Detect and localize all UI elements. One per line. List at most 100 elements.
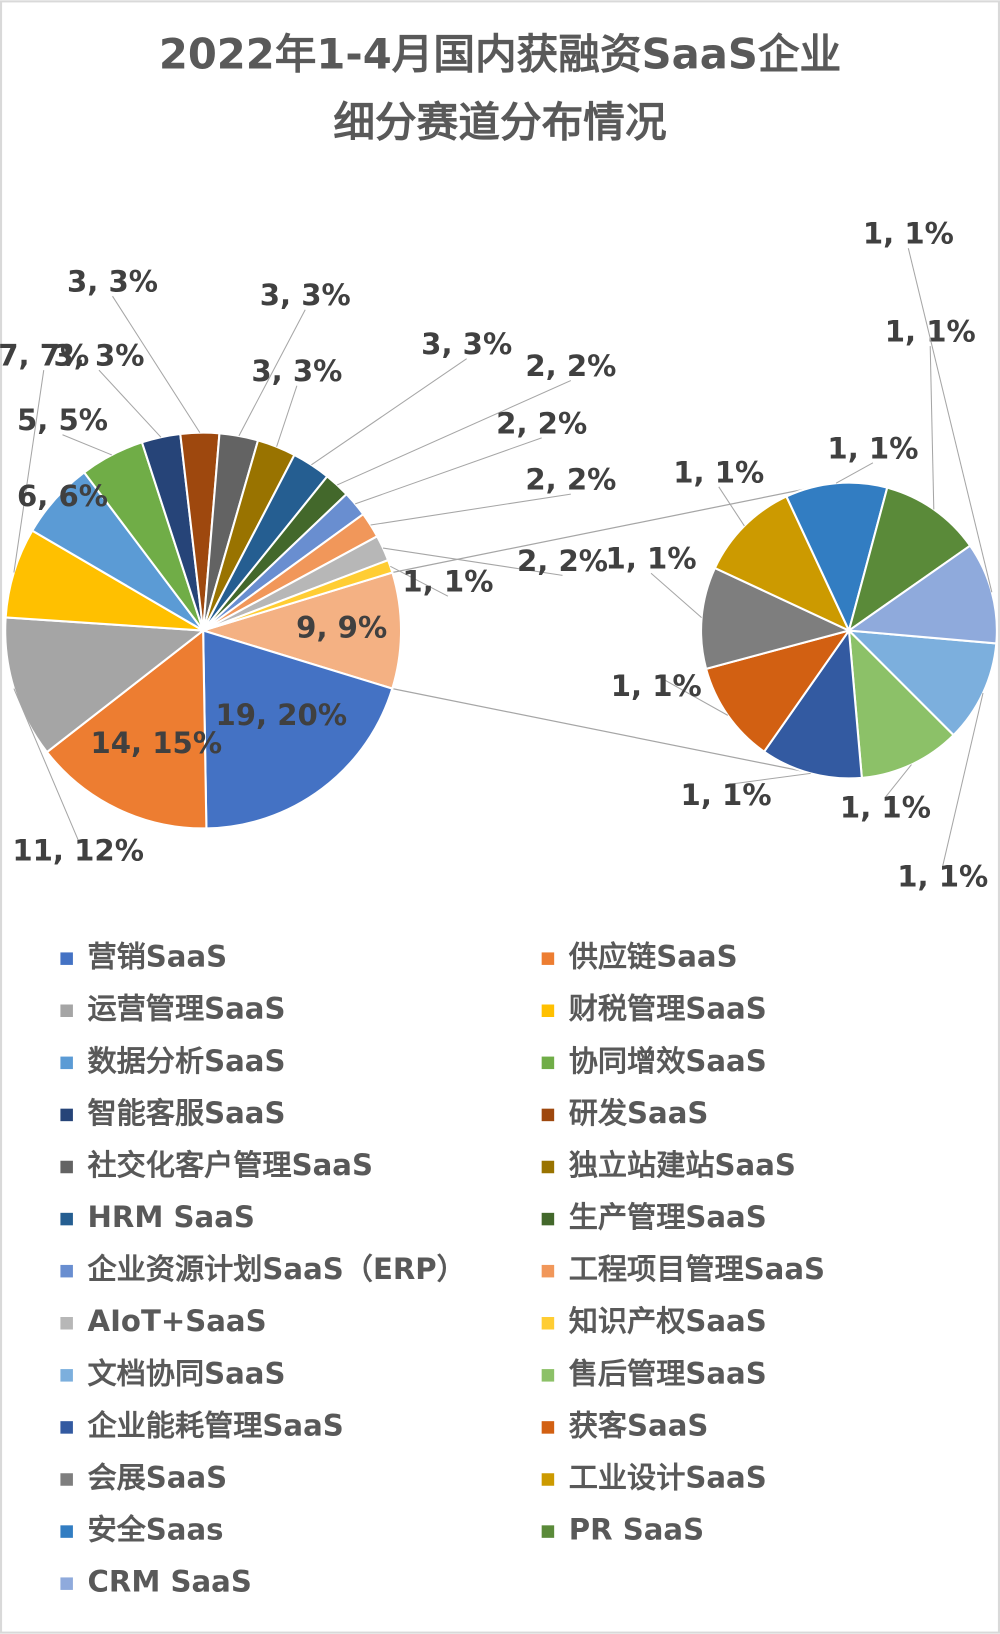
legend-marker <box>60 1004 73 1017</box>
data-label: 5, 5% <box>17 403 108 437</box>
legend-label: 供应链SaaS <box>568 940 738 974</box>
legend-marker <box>60 1525 73 1538</box>
leader-line <box>62 434 113 456</box>
pie-slice <box>202 558 394 632</box>
leader-line <box>311 358 467 466</box>
legend-marker <box>60 1160 73 1174</box>
data-label: 3, 3% <box>421 327 512 361</box>
data-label: 3, 3% <box>260 278 351 312</box>
legend-label: 运营管理SaaS <box>88 992 286 1026</box>
pie-slice <box>202 629 394 830</box>
pie-slice <box>45 628 208 830</box>
pie-slice <box>713 495 852 633</box>
legend-label: 工业设计SaaS <box>569 1461 767 1495</box>
leader-line <box>98 369 162 438</box>
data-label: 1, 1% <box>611 669 702 703</box>
legend-marker <box>541 1004 555 1017</box>
data-label: 6, 6% <box>17 479 108 513</box>
legend-label: 智能客服SaaS <box>88 1096 286 1130</box>
data-label: 1, 1% <box>863 217 954 251</box>
leader-line <box>718 486 745 527</box>
data-label: 2, 2% <box>496 406 587 440</box>
legend-label: 生产管理SaaS <box>569 1200 767 1234</box>
legend-marker <box>60 1317 73 1330</box>
legend-marker <box>60 1108 73 1122</box>
legend-label: 获客SaaS <box>569 1408 709 1442</box>
leader-line <box>929 346 935 510</box>
legend-label: PR SaaS <box>569 1513 704 1547</box>
legend-label: 会展SaaS <box>88 1461 228 1495</box>
data-label: 1, 1% <box>840 791 931 825</box>
data-label: 11, 12% <box>12 833 144 867</box>
leader-line <box>112 295 201 433</box>
legend-marker <box>60 1421 73 1434</box>
legend-marker <box>541 1108 555 1122</box>
data-label: 3, 3% <box>67 265 158 299</box>
legend-label: AIoT+SaaS <box>88 1304 267 1338</box>
data-label: 2, 2% <box>525 463 616 497</box>
leader-line <box>907 248 993 593</box>
legend-marker <box>60 1473 73 1486</box>
leader-line <box>885 764 912 798</box>
leader-line <box>238 309 306 437</box>
pie-slice <box>199 571 403 690</box>
data-label: 2, 2% <box>517 544 608 578</box>
legend-label: 研发SaaS <box>569 1096 709 1130</box>
connector-line <box>392 484 823 574</box>
data-label: 1, 1% <box>897 859 988 893</box>
data-label: 1, 1% <box>885 315 976 349</box>
data-label: 1, 1% <box>827 431 918 465</box>
legend-label: 独立站建站SaaS <box>569 1148 796 1182</box>
pie-slice <box>762 627 863 780</box>
legend-label: CRM SaaS <box>88 1565 252 1599</box>
leader-line <box>13 370 45 573</box>
legend-label: 社交化客户管理SaaS <box>88 1148 373 1182</box>
leader-line <box>13 688 79 841</box>
leader-line <box>336 380 572 486</box>
data-label: 1, 1% <box>606 542 697 576</box>
leader-line <box>355 437 542 505</box>
legend-marker <box>541 1421 555 1434</box>
pie-slice <box>700 566 852 671</box>
legend-marker <box>541 1264 555 1278</box>
pie-slice <box>847 486 972 634</box>
legend-label: 售后管理SaaS <box>569 1356 767 1390</box>
chart-title: 细分赛道分布情况 <box>333 97 666 146</box>
leader-line <box>276 385 298 447</box>
leader-line <box>725 772 811 786</box>
data-label: 3, 3% <box>251 354 342 388</box>
data-label: 2, 2% <box>525 349 616 383</box>
legend-label: 协同增效SaaS <box>569 1044 767 1078</box>
leader-line <box>390 565 449 597</box>
data-label: 1, 1% <box>681 778 772 812</box>
legend-marker <box>541 1473 555 1486</box>
legend-marker <box>541 1160 555 1174</box>
legend-marker <box>60 1212 73 1226</box>
legend-marker <box>60 952 73 965</box>
legend-marker <box>541 1056 555 1070</box>
data-label: 9, 9% <box>296 611 387 645</box>
legend-label: HRM SaaS <box>88 1200 255 1234</box>
pie-slice <box>846 629 998 737</box>
legend-marker <box>60 1577 73 1590</box>
leader-line <box>382 547 563 576</box>
legend-marker <box>541 1525 555 1538</box>
data-label: 14, 15% <box>90 726 222 760</box>
legend-marker <box>541 1369 555 1382</box>
connector-line <box>392 687 832 778</box>
legend-marker <box>541 1317 555 1330</box>
leader-line <box>655 674 729 716</box>
data-label: 1, 1% <box>402 565 493 599</box>
pie-slice <box>785 481 889 634</box>
legend-label: 企业资源计划SaaS（ERP） <box>88 1252 466 1286</box>
legend-marker <box>60 1369 73 1382</box>
legend-label: 企业能耗管理SaaS <box>88 1408 344 1442</box>
legend-label: 文档协同SaaS <box>88 1356 286 1390</box>
pie-slice <box>847 627 956 780</box>
legend-label: 财税管理SaaS <box>569 992 767 1026</box>
legend-label: 数据分析SaaS <box>88 1044 286 1078</box>
data-label: 19, 20% <box>215 698 347 732</box>
leader-line <box>370 493 571 526</box>
chart-title: 2022年1-4月国内获融资SaaS企业 <box>159 30 841 79</box>
